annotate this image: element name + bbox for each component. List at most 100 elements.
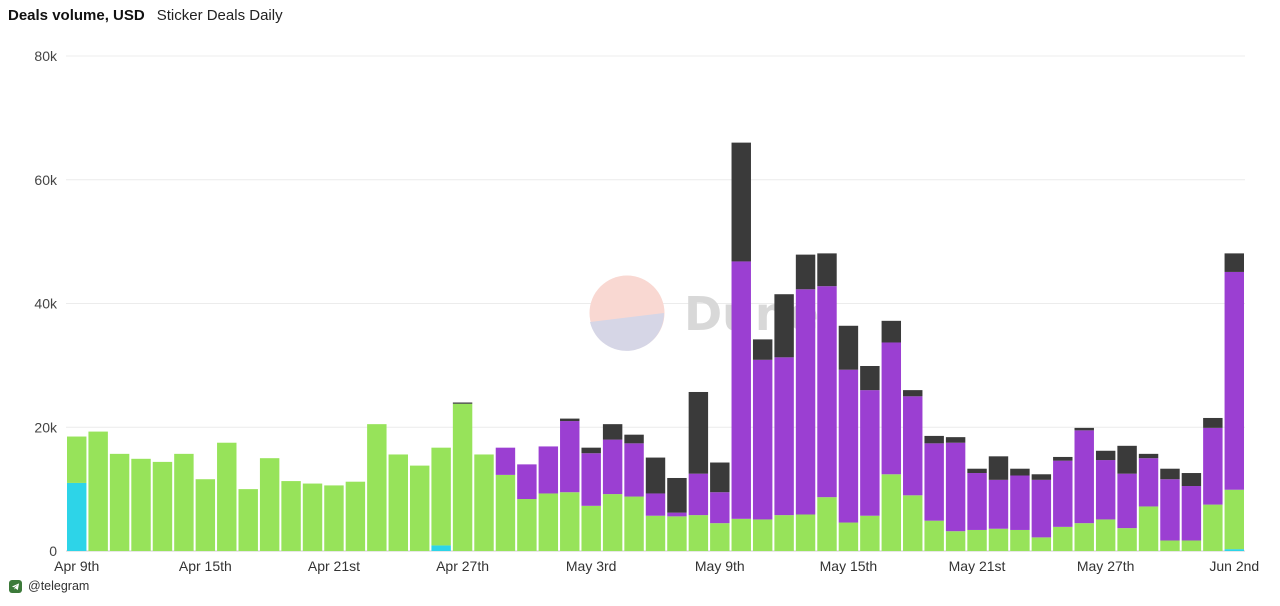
bar-segment	[1203, 504, 1223, 551]
bar-segment	[560, 492, 580, 551]
bar-segment	[67, 436, 87, 483]
bar-segment	[945, 442, 966, 532]
bar-segment	[431, 447, 451, 546]
bar-segment	[710, 523, 730, 551]
bar-segment	[1095, 460, 1116, 520]
y-axis: 0 20k 40k 60k 80k	[34, 48, 58, 559]
bar-segment	[67, 482, 87, 551]
bar-segment	[581, 447, 601, 454]
x-tick-label: Apr 15th	[179, 558, 232, 574]
x-tick-label: May 15th	[820, 558, 878, 574]
x-tick-label: Jun 2nd	[1209, 558, 1259, 574]
bar-segment	[860, 390, 880, 516]
chart-title: Deals volume, USD	[8, 7, 145, 24]
bar-segment	[645, 457, 666, 494]
bar-segment	[624, 496, 644, 551]
bar-segment	[259, 458, 280, 551]
bar-segment	[1031, 479, 1052, 538]
bar-segment	[817, 497, 837, 551]
bar-segment	[517, 499, 537, 551]
bar-segment	[1053, 526, 1073, 551]
bar-segment	[688, 473, 709, 516]
bar-segment	[924, 435, 944, 444]
bar-segment	[860, 515, 880, 551]
bar-segment	[581, 505, 601, 551]
bar-segment	[1181, 486, 1202, 541]
x-axis: Apr 9th Apr 15th Apr 21st Apr 27th May 3rd Ma…	[54, 558, 1259, 574]
bar-segment	[903, 495, 923, 551]
bar-segment	[1224, 271, 1244, 490]
bar-segment	[388, 454, 408, 551]
bar-segment	[667, 516, 687, 551]
bar-segment	[431, 545, 451, 551]
bar-segment	[560, 418, 580, 422]
bar-segment	[409, 465, 430, 551]
bar-segment	[195, 479, 216, 551]
footer-source: @telegram	[9, 579, 89, 593]
bar-segment	[152, 461, 173, 551]
bar-segment	[1203, 417, 1223, 428]
bar-segment	[1053, 460, 1073, 527]
bar-segment	[1074, 427, 1094, 431]
bar-segment	[1160, 540, 1180, 551]
bar-segment	[710, 492, 730, 524]
bar-segment	[238, 489, 258, 551]
bar-segment	[624, 434, 644, 444]
bar-segment	[1181, 540, 1202, 551]
bar-segment	[988, 479, 1009, 529]
bar-segment	[281, 481, 301, 551]
bar-segment	[109, 453, 130, 551]
bar-segment	[1117, 528, 1137, 551]
bar-segment	[817, 286, 837, 498]
bar-segment	[667, 512, 687, 517]
bar-segment	[1224, 549, 1244, 551]
bar-segment	[924, 520, 944, 551]
bar-segment	[1117, 445, 1137, 474]
bar-segment	[795, 254, 816, 290]
y-tick-label: 0	[49, 543, 57, 559]
y-tick-label: 60k	[34, 172, 58, 188]
bar-segment	[774, 515, 794, 551]
bar-segment	[881, 320, 902, 343]
bar-segment	[967, 529, 987, 551]
bar-segment	[1224, 253, 1244, 272]
bar-segment	[903, 390, 923, 397]
bar-segment	[967, 468, 987, 474]
bar-segment	[838, 522, 859, 551]
bar-segment	[838, 369, 859, 523]
bar-segment	[517, 464, 537, 500]
bar-segment	[1074, 430, 1094, 524]
x-tick-label: Apr 21st	[308, 558, 360, 574]
bar-segment	[1074, 523, 1094, 551]
bar-segment	[1138, 453, 1159, 459]
bar-segment	[1181, 473, 1202, 487]
x-tick-label: Apr 27th	[436, 558, 489, 574]
bar-segment	[688, 391, 709, 474]
bar-segment	[795, 289, 816, 515]
bar-segment	[688, 515, 709, 551]
bar-segment	[774, 357, 794, 516]
bar-segment	[602, 494, 623, 551]
bar-segment	[1010, 475, 1030, 530]
x-tick-label: May 9th	[695, 558, 745, 574]
bar-segment	[881, 342, 902, 475]
bar-segment	[752, 359, 773, 520]
footer-handle: @telegram	[28, 579, 90, 593]
bar-segment	[174, 453, 194, 551]
bar-segment	[1053, 456, 1073, 461]
bar-segment	[602, 424, 623, 440]
bar-segment	[752, 519, 773, 551]
bar-segment	[345, 481, 366, 551]
x-tick-label: Apr 9th	[54, 558, 99, 574]
bar-segment	[1010, 529, 1030, 551]
x-tick-label: May 3rd	[566, 558, 617, 574]
bar-segment	[581, 453, 601, 506]
bar-segment	[1224, 489, 1244, 550]
y-tick-label: 80k	[34, 48, 58, 64]
bar-segment	[1138, 506, 1159, 551]
bar-segment	[474, 454, 494, 551]
bar-segment	[731, 518, 751, 551]
bar-segment	[774, 294, 794, 358]
bar-segment	[667, 477, 687, 513]
bar-segment	[88, 431, 108, 551]
